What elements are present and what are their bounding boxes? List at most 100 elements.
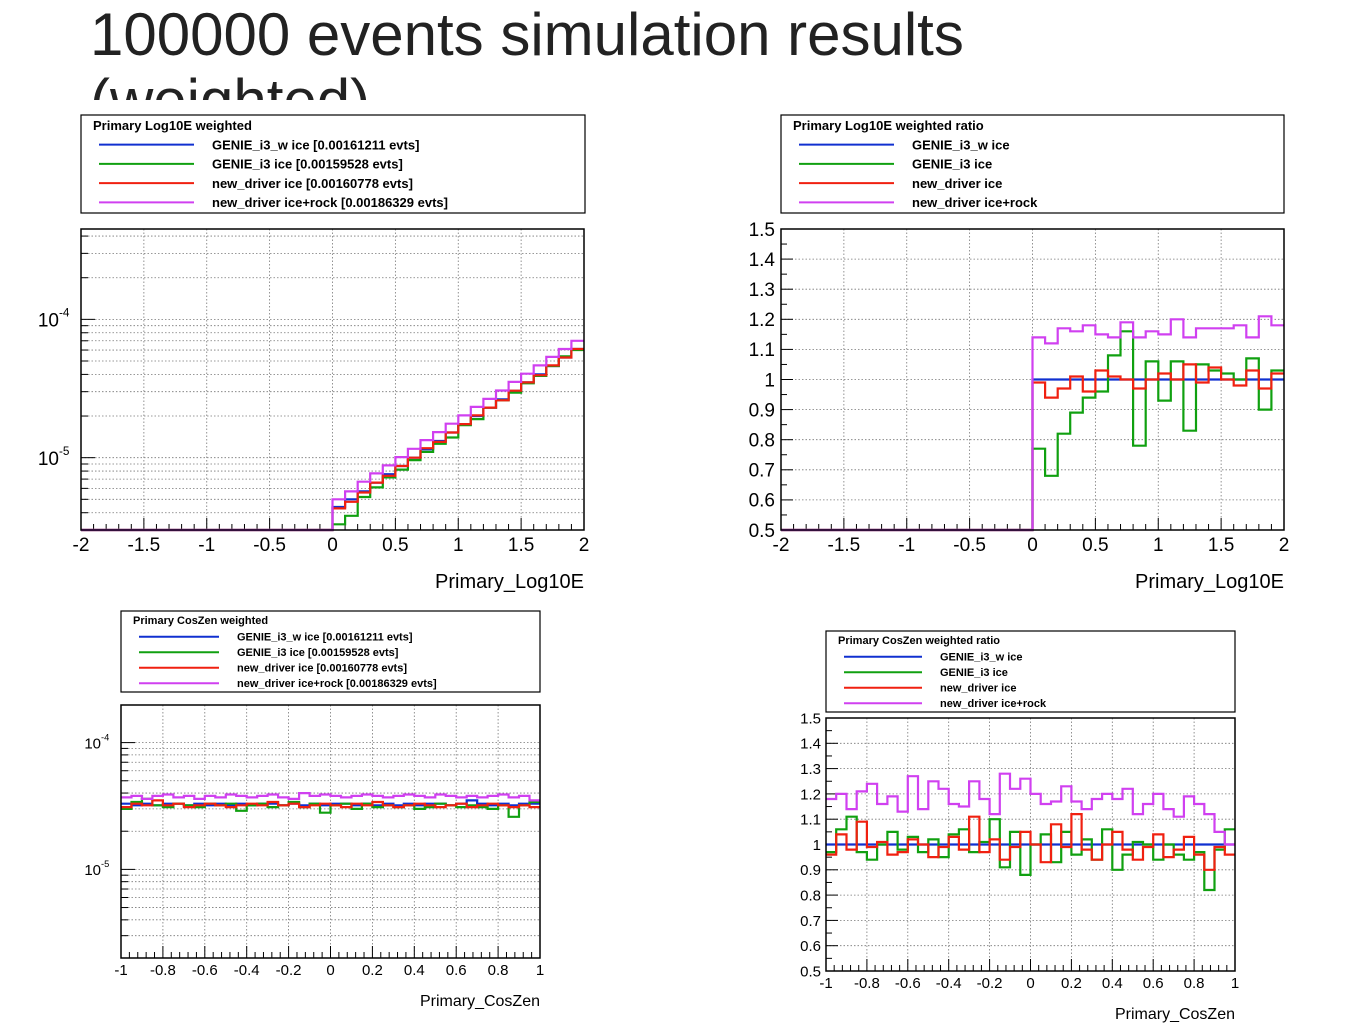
x-tick-label: -0.2 [276,962,302,979]
y-tick-label: 1.1 [800,812,821,829]
y-tick-label: 0.5 [800,963,821,980]
plot-frame [120,704,541,959]
x-tick-label: 0 [1026,975,1034,992]
y-tick-label: 0.7 [749,461,775,482]
y-tick-label: 10 [84,735,101,752]
y-tick-label: 1.4 [749,250,776,271]
legend-entry: new_driver ice+rock [0.00186329 evts] [237,678,437,690]
legend-entry: new_driver ice+rock [912,195,1038,210]
chart-coszen-weighted: Primary CosZen weighted GENIE_i3_w ice [0… [84,610,544,1010]
y-tick-label: 0.8 [800,888,821,905]
x-tick-label: 1.5 [508,535,534,556]
legend-entry: GENIE_i3_w ice [940,652,1023,664]
x-tick-label: -2 [773,535,790,556]
x-tick-label: 0 [1027,535,1038,556]
x-tick-label: -1.5 [128,535,161,556]
legend-entry: GENIE_i3_w ice [0.00161211 evts] [237,632,413,644]
x-tick-label: -0.5 [253,535,286,556]
y-tick-label: 1.2 [800,786,821,803]
y-tick-label: 0.6 [749,491,775,512]
y-tick-label: 0.7 [800,913,821,930]
x-tick-label: -0.6 [192,962,218,979]
y-tick-label: 0.9 [800,862,821,879]
legend-entry: GENIE_i3 ice [912,157,992,172]
x-tick-label: -1 [198,535,215,556]
x-tick-label: -0.4 [936,975,962,992]
legend-entry: new_driver ice [0.00160778 evts] [212,176,413,191]
legend-title: Primary Log10E weighted ratio [793,118,984,133]
x-tick-label: 1 [1153,535,1164,556]
x-axis-label: Primary_Log10E [1135,571,1284,593]
y-tick-label: 1.5 [749,220,775,241]
series-2 [121,799,540,809]
x-tick-label: 0.8 [1184,975,1205,992]
x-tick-label: -0.4 [234,962,260,979]
x-tick-label: 0.2 [1061,975,1082,992]
chart-log10e-ratio: Primary Log10E weighted ratio GENIE_i3_w … [749,114,1290,593]
y-tick-label: 0.8 [749,431,775,452]
x-tick-label: 1.5 [1208,535,1234,556]
x-axis-label: Primary_Log10E [435,571,584,593]
x-tick-label: 0.5 [382,535,408,556]
x-tick-label: 2 [1279,535,1290,556]
series-2 [826,813,1235,871]
y-tick-label: 10 [38,449,59,470]
legend-entry: new_driver ice [0.00160778 evts] [237,663,407,675]
y-tick-label: 0.5 [749,521,775,542]
plot-frame [825,717,1236,972]
legend-box [120,610,541,693]
x-tick-label: 0 [327,535,338,556]
x-tick-label: -0.2 [977,975,1003,992]
x-tick-label: 0.2 [362,962,383,979]
y-tick-exponent: -5 [59,445,70,458]
series-3 [121,792,540,802]
x-tick-label: 0 [326,962,334,979]
x-tick-label: 0.5 [1082,535,1108,556]
x-tick-label: 0.6 [446,962,467,979]
plot-frame [780,228,1285,531]
legend-entry: new_driver ice+rock [0.00186329 evts] [212,195,448,210]
y-tick-label: 1.3 [800,761,821,778]
legend-entry: GENIE_i3 ice [940,667,1008,679]
y-tick-label: 1.5 [800,710,821,727]
x-axis-label: Primary_CosZen [1115,1006,1235,1023]
legend-entry: GENIE_i3_w ice [912,137,1010,152]
y-tick-label: 1.2 [749,310,775,331]
x-tick-label: 1 [536,962,544,979]
legend-entry: GENIE_i3_w ice [0.00161211 evts] [212,137,419,152]
x-tick-label: 1 [453,535,464,556]
legend-title: Primary CosZen weighted ratio [838,635,1000,647]
legend-entry: GENIE_i3 ice [0.00159528 evts] [237,647,399,659]
legend-entry: new_driver ice+rock [940,698,1047,710]
chart-log10e-weighted: Primary Log10E weighted GENIE_i3_w ice [0… [38,114,590,593]
x-tick-label: -1 [898,535,915,556]
plot-frame [80,228,585,531]
x-tick-label: -0.6 [895,975,921,992]
x-tick-label: -1.5 [828,535,861,556]
y-tick-label: 10 [84,862,101,879]
x-tick-label: 2 [579,535,590,556]
x-tick-label: 0.8 [488,962,509,979]
series-3 [826,772,1235,846]
x-axis-label: Primary_CosZen [420,993,540,1010]
y-tick-label: 10 [38,311,59,332]
x-tick-label: 0.4 [1102,975,1123,992]
y-tick-exponent: -4 [101,732,109,742]
chart-coszen-ratio: Primary CosZen weighted ratio GENIE_i3_w … [800,630,1239,1023]
y-tick-label: 0.9 [749,400,775,421]
x-tick-label: 0.6 [1143,975,1164,992]
y-tick-exponent: -4 [59,307,70,320]
x-tick-label: 0.4 [404,962,425,979]
x-tick-label: 1 [1231,975,1239,992]
x-tick-label: -1 [114,962,127,979]
y-tick-exponent: -5 [101,859,109,869]
y-tick-label: 1.1 [749,340,775,361]
legend-title: Primary CosZen weighted [133,615,268,627]
legend-title: Primary Log10E weighted [93,118,252,133]
legend-entry: new_driver ice [912,176,1002,191]
slide-title: 100000 events simulation results (weight… [90,2,964,100]
y-tick-label: 1.3 [749,280,775,301]
y-tick-label: 1 [764,370,775,391]
x-tick-label: -0.8 [854,975,880,992]
